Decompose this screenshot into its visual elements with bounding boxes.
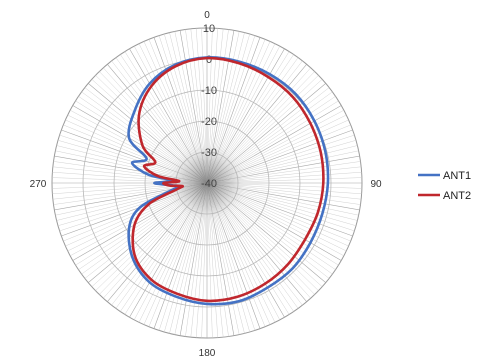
radial-gridline: [113, 89, 301, 277]
legend-label-ant2: ANT2: [443, 190, 471, 202]
radial-tick-label: -20: [201, 116, 217, 128]
radial-tick-label: -40: [201, 178, 217, 190]
angle-label: 0: [204, 10, 210, 21]
legend-label-ant1: ANT1: [443, 170, 471, 182]
radial-tick-label: -30: [201, 147, 217, 159]
radial-gridline: [144, 120, 270, 246]
series-line-ant2: [131, 56, 325, 303]
angle-label: 270: [30, 179, 47, 190]
angle-label: 90: [370, 179, 382, 190]
series-line-ant1: [127, 56, 330, 306]
radial-tick-label: -10: [201, 85, 217, 97]
radial-tick-label: 0: [206, 54, 212, 66]
radial-tick-label: 10: [203, 23, 215, 35]
angle-label: 180: [199, 348, 216, 359]
